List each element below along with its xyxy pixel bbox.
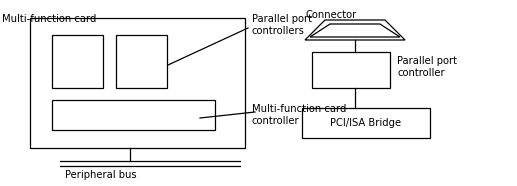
Bar [30, 18, 245, 148]
Bar [52, 35, 103, 88]
Text: Parallel port
controllers: Parallel port controllers [252, 14, 312, 36]
Text: PCI/ISA Bridge: PCI/ISA Bridge [330, 118, 402, 128]
Bar [312, 52, 390, 88]
Polygon shape [305, 20, 405, 40]
Text: Connector: Connector [305, 10, 356, 20]
Bar [302, 108, 430, 138]
Bar [52, 100, 215, 130]
Text: Peripheral bus: Peripheral bus [65, 170, 136, 180]
Text: Multi-function card
controller: Multi-function card controller [252, 104, 346, 126]
Text: Parallel port
controller: Parallel port controller [397, 56, 457, 78]
Polygon shape [310, 24, 400, 37]
Bar [116, 35, 167, 88]
Text: Multi-function card: Multi-function card [2, 14, 96, 24]
